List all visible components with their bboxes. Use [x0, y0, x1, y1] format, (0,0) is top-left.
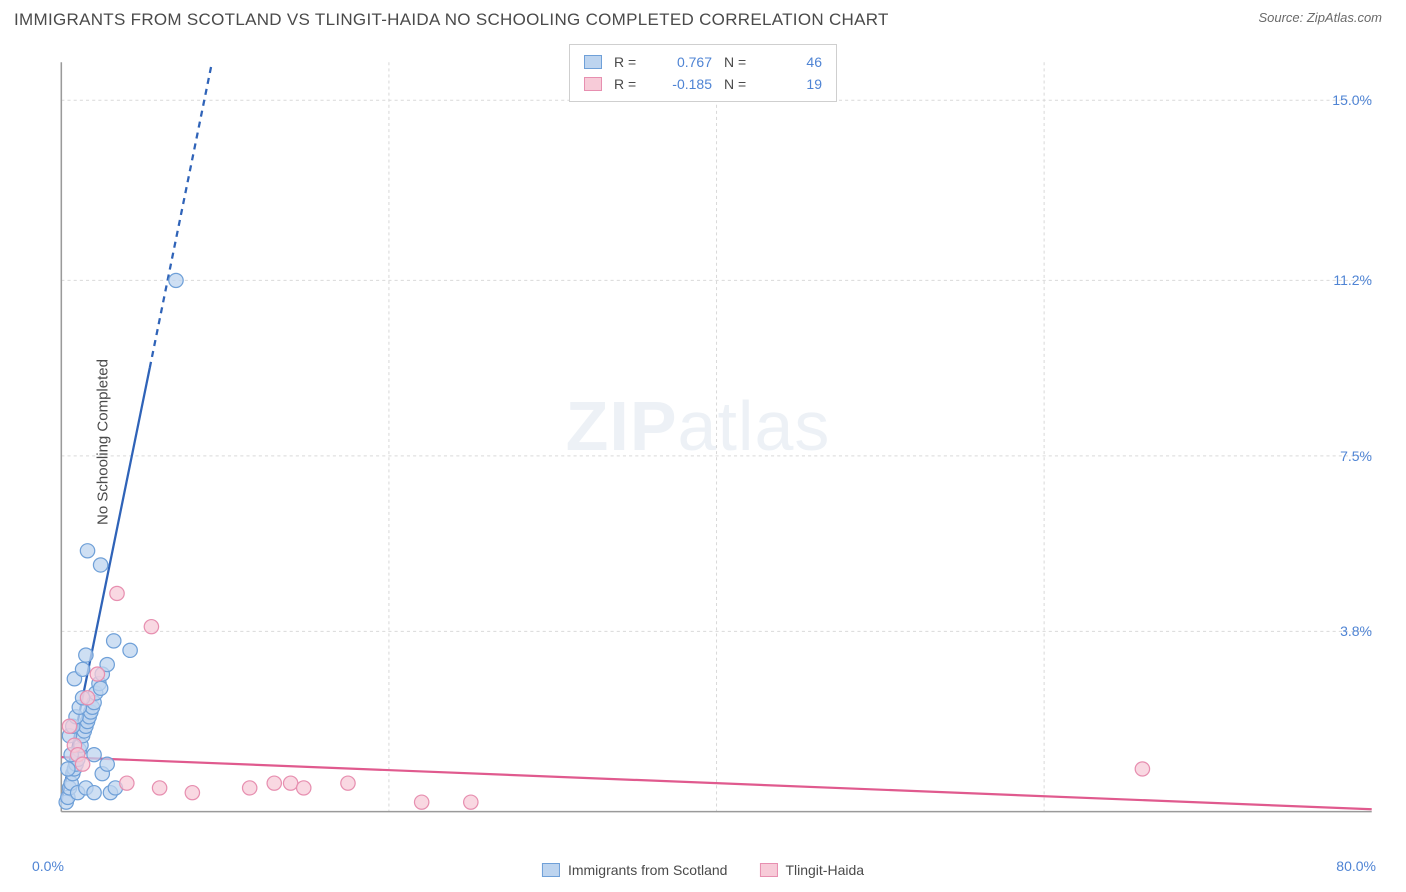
chart-area: No Schooling Completed ZIPatlas — [14, 42, 1382, 842]
swatch-icon — [759, 863, 777, 877]
legend-row-series-0: R = 0.767 N = 46 — [584, 51, 822, 73]
n-value-series-1: 19 — [770, 76, 822, 92]
correlation-legend: R = 0.767 N = 46 R = -0.185 N = 19 — [569, 44, 837, 102]
source-label: Source: ZipAtlas.com — [1258, 10, 1382, 25]
n-label: N = — [724, 54, 758, 70]
y-tick-label: 15.0% — [1332, 92, 1372, 108]
legend-label-1: Tlingit-Haida — [785, 862, 864, 878]
r-label: R = — [614, 54, 648, 70]
legend-item-1: Tlingit-Haida — [759, 862, 864, 878]
r-value-series-1: -0.185 — [660, 76, 712, 92]
chart-title: IMMIGRANTS FROM SCOTLAND VS TLINGIT-HAID… — [14, 10, 889, 30]
series-legend: Immigrants from Scotland Tlingit-Haida — [542, 862, 864, 878]
legend-label-0: Immigrants from Scotland — [568, 862, 728, 878]
swatch-series-1 — [584, 77, 602, 91]
swatch-series-0 — [584, 55, 602, 69]
y-tick-label: 11.2% — [1333, 272, 1372, 288]
legend-item-0: Immigrants from Scotland — [542, 862, 728, 878]
legend-row-series-1: R = -0.185 N = 19 — [584, 73, 822, 95]
y-tick-label: 3.8% — [1340, 623, 1372, 639]
x-axis-max-label: 80.0% — [1336, 858, 1376, 874]
scatter-chart — [14, 42, 1382, 842]
y-axis-label: No Schooling Completed — [94, 359, 111, 525]
n-label: N = — [724, 76, 758, 92]
n-value-series-0: 46 — [770, 54, 822, 70]
x-axis-min-label: 0.0% — [32, 858, 64, 874]
r-value-series-0: 0.767 — [660, 54, 712, 70]
y-tick-label: 7.5% — [1340, 448, 1372, 464]
r-label: R = — [614, 76, 648, 92]
swatch-icon — [542, 863, 560, 877]
